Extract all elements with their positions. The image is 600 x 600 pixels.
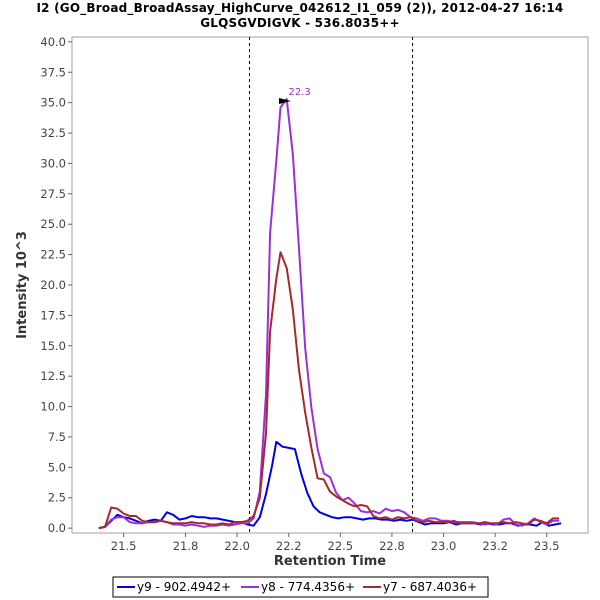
peak-annotation: 22.3	[289, 87, 311, 98]
y-tick-label: 10.0	[40, 400, 66, 414]
y-tick-label: 35.0	[40, 96, 66, 110]
y-tick-label: 0.0	[48, 521, 66, 535]
peak-annotation-group: 22.3	[279, 87, 311, 104]
y-tick-label: 2.5	[48, 491, 66, 505]
y-tick-label: 7.5	[48, 430, 66, 444]
x-tick-label: 22.5	[328, 539, 354, 553]
x-tick-label: 22.8	[379, 539, 405, 553]
y-tick-label: 20.0	[40, 278, 66, 292]
legend-label-y7: y7 - 687.4036+	[383, 580, 477, 594]
y-tick-label: 32.5	[40, 126, 66, 140]
x-tick-label: 23.0	[431, 539, 457, 553]
y-tick-label: 17.5	[40, 308, 66, 322]
y-tick-label: 40.0	[40, 35, 66, 49]
chart-subtitle: GLQSGVDIGVK - 536.8035++	[200, 16, 400, 30]
x-tick-label: 23.2	[482, 539, 508, 553]
y-tick-label: 5.0	[48, 460, 66, 474]
peak-marker-icon	[279, 98, 291, 104]
series-lines	[98, 98, 562, 530]
y-axis-label: Intensity 10^3	[15, 231, 30, 339]
y-tick-label: 30.0	[40, 156, 66, 170]
axis-ticks: 0.0 2.5 5.0 7.5 10.0 12.5 15.0 17.5 20.0 22.5 25.0…	[40, 35, 559, 553]
series-line-y7	[98, 251, 560, 530]
legend-label-y8: y8 - 774.4356+	[261, 580, 355, 594]
y-tick-label: 15.0	[40, 339, 66, 353]
plot-area-frame	[71, 36, 589, 534]
x-tick-label: 21.5	[111, 539, 137, 553]
x-tick-label: 22.2	[276, 539, 302, 553]
chart-title: I2 (GO_Broad_BroadAssay_HighCurve_042612…	[36, 1, 564, 15]
x-tick-label: 21.8	[173, 539, 199, 553]
y-tick-label: 37.5	[40, 65, 66, 79]
integration-boundaries	[249, 37, 414, 533]
x-tick-label: 23.5	[534, 539, 560, 553]
x-tick-label: 22.0	[224, 539, 250, 553]
y-tick-label: 22.5	[40, 248, 66, 262]
y-tick-label: 27.5	[40, 187, 66, 201]
legend-label-y9: y9 - 902.4942+	[137, 580, 231, 594]
y-tick-label: 25.0	[40, 217, 66, 231]
x-axis-label: Retention Time	[274, 554, 386, 569]
y-tick-label: 12.5	[40, 369, 66, 383]
legend: y9 - 902.4942+ y8 - 774.4356+ y7 - 687.4…	[112, 576, 489, 598]
series-line-y8	[98, 98, 560, 530]
legend-box	[112, 576, 489, 598]
